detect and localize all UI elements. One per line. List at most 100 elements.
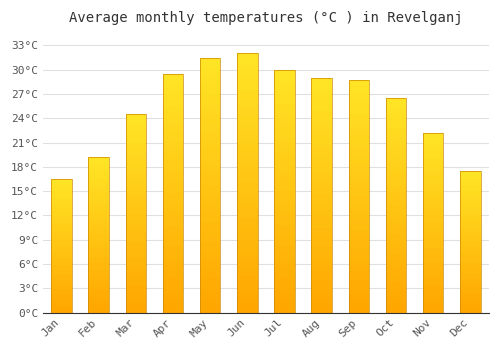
Bar [237, 64, 258, 69]
Bar [348, 145, 369, 150]
Bar [126, 114, 146, 118]
Bar [460, 256, 480, 259]
Bar [126, 285, 146, 289]
Bar [312, 97, 332, 101]
Bar [88, 167, 109, 170]
Bar [274, 274, 294, 279]
Bar [312, 83, 332, 87]
Bar [88, 229, 109, 232]
Bar [312, 186, 332, 190]
Bar [88, 281, 109, 285]
Bar [348, 173, 369, 178]
Bar [274, 264, 294, 269]
Bar [274, 118, 294, 123]
Bar [423, 309, 444, 313]
Bar [460, 182, 480, 185]
Bar [88, 285, 109, 288]
Bar [386, 205, 406, 210]
Bar [237, 136, 258, 142]
Bar [88, 257, 109, 260]
Bar [274, 211, 294, 216]
Bar [460, 230, 480, 233]
Bar [237, 188, 258, 194]
Bar [126, 249, 146, 253]
Bar [88, 219, 109, 223]
Bar [348, 85, 369, 90]
Bar [460, 214, 480, 216]
Bar [163, 74, 184, 78]
Bar [348, 99, 369, 104]
Bar [423, 306, 444, 309]
Bar [237, 95, 258, 100]
Bar [200, 149, 220, 154]
Bar [200, 160, 220, 164]
Bar [312, 285, 332, 289]
Bar [386, 300, 406, 304]
Bar [348, 266, 369, 271]
Bar [386, 304, 406, 308]
Bar [126, 194, 146, 197]
Bar [163, 294, 184, 298]
Bar [386, 295, 406, 300]
Bar [386, 149, 406, 154]
Bar [460, 202, 480, 205]
Bar [460, 239, 480, 242]
Bar [237, 173, 258, 178]
Bar [126, 221, 146, 225]
Bar [52, 240, 72, 243]
Bar [88, 232, 109, 235]
Bar [274, 206, 294, 211]
Bar [386, 231, 406, 235]
Bar [460, 208, 480, 211]
Bar [348, 90, 369, 94]
Bar [52, 201, 72, 203]
Bar [88, 223, 109, 225]
Bar [163, 265, 184, 270]
Bar [126, 214, 146, 217]
Bar [88, 207, 109, 210]
Bar [423, 266, 444, 270]
Bar [386, 115, 406, 119]
Bar [312, 299, 332, 303]
Bar [348, 80, 369, 85]
Bar [423, 208, 444, 212]
Bar [88, 201, 109, 204]
Bar [126, 309, 146, 313]
Bar [88, 244, 109, 247]
Bar [237, 209, 258, 214]
Bar [312, 116, 332, 120]
Bar [423, 197, 444, 201]
Bar [88, 297, 109, 300]
Bar [423, 144, 444, 147]
Bar [88, 247, 109, 251]
Bar [163, 303, 184, 308]
Bar [88, 191, 109, 195]
Bar [312, 256, 332, 261]
Bar [237, 251, 258, 256]
Bar [126, 154, 146, 158]
Bar [312, 308, 332, 313]
Bar [237, 142, 258, 147]
Bar [200, 57, 220, 313]
Bar [312, 190, 332, 195]
Bar [163, 193, 184, 198]
Bar [163, 231, 184, 236]
Bar [348, 108, 369, 113]
Bar [200, 246, 220, 251]
Bar [312, 172, 332, 176]
Bar [200, 241, 220, 246]
Bar [88, 160, 109, 163]
Bar [312, 78, 332, 313]
Bar [163, 217, 184, 222]
Bar [237, 194, 258, 198]
Bar [312, 200, 332, 205]
Bar [348, 168, 369, 173]
Bar [52, 262, 72, 265]
Bar [312, 134, 332, 139]
Bar [348, 201, 369, 206]
Bar [460, 265, 480, 267]
Bar [163, 78, 184, 83]
Bar [386, 257, 406, 261]
Bar [423, 183, 444, 187]
Bar [200, 119, 220, 124]
